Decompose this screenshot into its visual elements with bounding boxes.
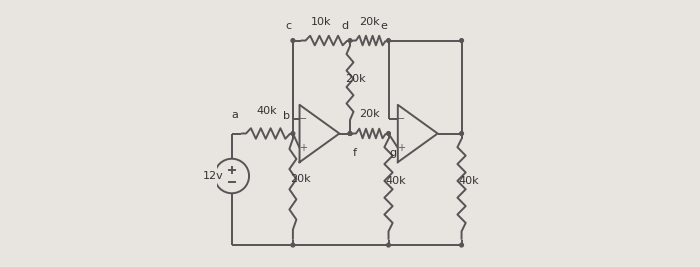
Circle shape xyxy=(348,132,352,135)
Text: +: + xyxy=(397,143,405,153)
Circle shape xyxy=(348,39,352,42)
Text: 12v: 12v xyxy=(202,171,223,181)
Text: a: a xyxy=(231,110,238,120)
Circle shape xyxy=(460,132,463,135)
Text: 20k: 20k xyxy=(346,74,366,84)
Text: 40k: 40k xyxy=(458,176,480,186)
Text: 10k: 10k xyxy=(312,17,332,27)
Text: e: e xyxy=(380,21,387,31)
Circle shape xyxy=(460,243,463,247)
Circle shape xyxy=(291,132,295,135)
Circle shape xyxy=(386,243,391,247)
Text: d: d xyxy=(342,21,349,31)
Text: g: g xyxy=(390,148,397,158)
Text: b: b xyxy=(283,111,290,121)
Circle shape xyxy=(291,243,295,247)
Circle shape xyxy=(460,39,463,42)
Circle shape xyxy=(291,39,295,42)
Text: f: f xyxy=(353,148,357,158)
Text: 40k: 40k xyxy=(257,106,277,116)
Text: −: − xyxy=(299,114,307,124)
Circle shape xyxy=(386,132,391,135)
Circle shape xyxy=(348,132,352,135)
Circle shape xyxy=(386,39,391,42)
Text: 20k: 20k xyxy=(290,174,311,184)
Text: 40k: 40k xyxy=(386,176,406,186)
Text: 20k: 20k xyxy=(359,109,379,119)
Text: −: − xyxy=(397,114,405,124)
Text: c: c xyxy=(285,21,291,31)
Text: +: + xyxy=(299,143,307,153)
Text: 20k: 20k xyxy=(359,17,379,27)
